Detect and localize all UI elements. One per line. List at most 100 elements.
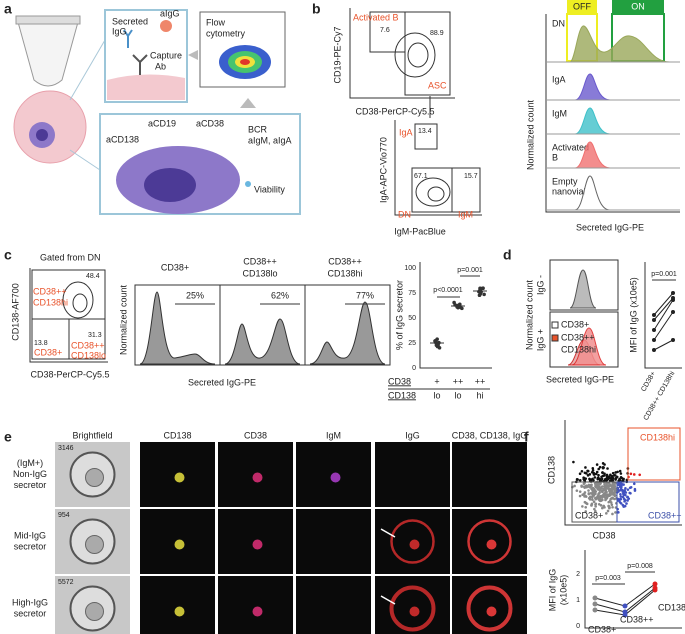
row-label: secretor	[14, 608, 47, 618]
percent: 62%	[271, 290, 289, 300]
point	[607, 487, 611, 491]
gate	[616, 481, 680, 523]
gate-value: 7.6	[380, 27, 390, 34]
y-tick-label: 2	[576, 571, 580, 578]
image-tile	[218, 576, 293, 634]
image-tile	[375, 576, 450, 634]
point	[594, 496, 597, 500]
point	[591, 469, 595, 472]
igg-icon	[123, 29, 133, 48]
point	[609, 473, 612, 477]
point	[584, 501, 588, 505]
point	[592, 479, 595, 482]
frame	[549, 259, 619, 311]
point	[619, 492, 622, 496]
panel-b: Activated B 7.6 88.9 ASC CD19-PE-Cy7 CD3…	[332, 0, 680, 236]
point	[614, 511, 617, 514]
contour	[72, 293, 88, 313]
point	[584, 506, 588, 509]
point	[582, 477, 586, 481]
point	[633, 487, 637, 491]
legend-label: CD138hi	[561, 344, 596, 354]
dot	[592, 607, 598, 613]
row-label: IgA	[552, 74, 566, 84]
axis-label: MFI of IgG	[547, 569, 557, 612]
label: cytometry	[206, 28, 246, 38]
arrow	[188, 50, 198, 60]
point	[597, 476, 600, 479]
point	[597, 467, 600, 471]
cell	[85, 602, 104, 621]
point	[601, 490, 604, 493]
point	[594, 482, 598, 486]
signal	[252, 472, 263, 483]
label: Flow	[206, 17, 226, 27]
point	[597, 473, 600, 477]
frame	[549, 311, 619, 368]
signal	[486, 606, 497, 617]
tube-cap	[15, 15, 81, 25]
label: Gated from DN	[40, 252, 101, 262]
point	[586, 484, 590, 488]
axis-label: IgA-APC-Vio770	[378, 137, 388, 203]
x-tick-label: CD38+	[640, 370, 657, 393]
y-tick-label: 100	[404, 265, 416, 272]
label: CD138hi	[658, 602, 685, 612]
point	[601, 466, 605, 469]
tube	[17, 21, 79, 87]
point	[600, 487, 603, 490]
point	[611, 477, 614, 480]
point	[587, 489, 590, 492]
column-header: CD38	[244, 430, 267, 440]
point	[600, 475, 603, 479]
point	[628, 486, 632, 490]
cell	[85, 535, 104, 554]
dot	[245, 181, 251, 187]
off-label: OFF	[573, 1, 591, 11]
dot	[671, 296, 675, 300]
row-label: Empty	[552, 176, 578, 186]
gate-label: DN	[398, 209, 411, 219]
image-tile	[296, 509, 371, 574]
row-value: lo	[433, 390, 440, 400]
point	[619, 495, 623, 498]
point	[617, 483, 621, 487]
contour	[427, 186, 445, 202]
hist-title: CD38++	[328, 256, 362, 266]
axis-label: Secreted IgG-PE	[576, 222, 644, 232]
point	[584, 510, 588, 513]
point	[632, 482, 636, 486]
dot	[671, 310, 675, 314]
point	[600, 477, 604, 481]
axis-label: % of IgG secretor	[394, 280, 404, 350]
point	[580, 485, 584, 488]
point	[603, 474, 606, 477]
y-tick-label: 1	[576, 597, 580, 604]
gate-value: 15.7	[464, 173, 478, 180]
surface	[107, 74, 185, 100]
dot	[434, 343, 439, 348]
dot	[433, 338, 438, 343]
gate-label: CD138lo	[71, 350, 106, 360]
point	[586, 469, 589, 473]
row-value: +	[434, 376, 439, 386]
image-tile	[452, 576, 527, 634]
point	[599, 504, 603, 507]
label: Secreted	[112, 16, 148, 26]
gate-label: CD38++	[71, 340, 105, 350]
p-value: p=0.001	[457, 267, 483, 274]
point	[603, 472, 606, 475]
point	[604, 497, 608, 501]
pair-line	[653, 311, 674, 341]
point	[628, 491, 632, 495]
y-tick-label: 50	[408, 315, 416, 322]
signal	[486, 539, 497, 550]
axis-label: CD138	[546, 456, 556, 484]
signal	[174, 606, 185, 617]
ring	[466, 585, 513, 632]
legend-label: CD38+	[561, 319, 589, 329]
gate-label: CD38+	[34, 347, 62, 357]
point	[606, 467, 609, 470]
point	[584, 477, 588, 480]
axis	[349, 8, 455, 99]
